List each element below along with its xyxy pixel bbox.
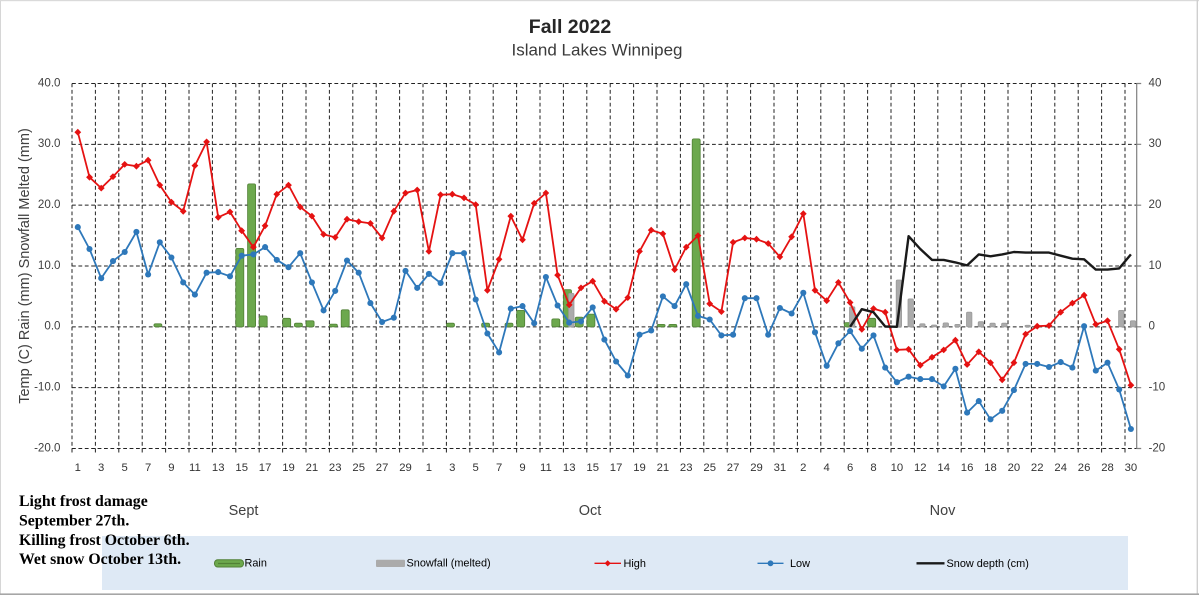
svg-text:10: 10 [891,462,904,474]
svg-text:22: 22 [1031,462,1044,474]
svg-text:Light frost damage: Light frost damage [19,493,148,510]
svg-text:40.0: 40.0 [38,76,61,89]
svg-text:16: 16 [961,462,974,474]
svg-text:1: 1 [426,462,432,474]
svg-text:Sept: Sept [229,503,259,519]
svg-text:21: 21 [306,462,319,474]
svg-text:13: 13 [212,462,225,474]
svg-text:Snow depth (cm): Snow depth (cm) [947,558,1029,570]
svg-text:11: 11 [540,462,552,474]
svg-text:Island Lakes Winnipeg: Island Lakes Winnipeg [511,41,682,60]
svg-text:8: 8 [870,462,876,474]
svg-text:20: 20 [1149,198,1162,211]
svg-text:Snowfall (melted): Snowfall (melted) [407,558,491,570]
svg-text:19: 19 [282,462,295,474]
svg-text:17: 17 [259,462,272,474]
svg-text:15: 15 [586,462,599,474]
svg-text:Wet snow October 13th.: Wet snow October 13th. [19,551,181,568]
svg-text:3: 3 [449,462,455,474]
svg-text:5: 5 [473,462,479,474]
svg-text:-10: -10 [1149,381,1166,394]
svg-text:29: 29 [750,462,763,474]
svg-text:27: 27 [376,462,389,474]
svg-text:1: 1 [75,462,81,474]
svg-text:31: 31 [774,462,787,474]
svg-text:5: 5 [122,462,128,474]
svg-text:7: 7 [496,462,502,474]
svg-text:11: 11 [189,462,201,474]
svg-text:20: 20 [1008,462,1021,474]
svg-text:Fall 2022: Fall 2022 [529,16,612,38]
svg-text:12: 12 [914,462,927,474]
svg-text:28: 28 [1101,462,1114,474]
svg-text:September 27th.: September 27th. [19,512,129,529]
svg-text:2: 2 [800,462,806,474]
svg-text:19: 19 [633,462,646,474]
svg-text:25: 25 [703,462,716,474]
svg-text:4: 4 [824,462,830,474]
svg-text:30: 30 [1149,137,1162,150]
svg-text:23: 23 [329,462,342,474]
svg-text:Rain: Rain [245,558,267,570]
svg-text:15: 15 [235,462,248,474]
svg-text:0.0: 0.0 [44,320,60,333]
svg-text:14: 14 [937,462,950,474]
svg-text:0: 0 [1149,320,1155,333]
svg-text:Nov: Nov [930,503,957,519]
svg-text:40: 40 [1149,76,1162,89]
svg-text:-20: -20 [1149,441,1166,454]
svg-text:30: 30 [1125,462,1138,474]
svg-text:6: 6 [847,462,853,474]
svg-text:18: 18 [984,462,997,474]
svg-text:-20.0: -20.0 [34,441,60,454]
svg-text:10.0: 10.0 [38,259,61,272]
svg-text:Oct: Oct [579,503,602,519]
svg-text:Temp (C) Rain (mm) Snowfall Me: Temp (C) Rain (mm) Snowfall Melted (mm) [17,128,33,404]
svg-text:-10.0: -10.0 [34,381,60,394]
svg-text:High: High [624,558,646,570]
svg-text:20.0: 20.0 [38,198,61,211]
svg-text:13: 13 [563,462,576,474]
svg-text:25: 25 [352,462,365,474]
svg-text:23: 23 [680,462,693,474]
svg-text:10: 10 [1149,259,1162,272]
svg-text:29: 29 [399,462,412,474]
svg-text:26: 26 [1078,462,1091,474]
svg-text:9: 9 [168,462,174,474]
svg-text:30.0: 30.0 [38,137,61,150]
svg-text:9: 9 [519,462,525,474]
svg-text:17: 17 [610,462,623,474]
svg-text:24: 24 [1054,462,1067,474]
svg-text:27: 27 [727,462,740,474]
svg-text:Killing frost October 6th.: Killing frost October 6th. [19,532,190,549]
svg-text:Low: Low [790,558,810,570]
svg-text:3: 3 [98,462,104,474]
svg-text:21: 21 [657,462,670,474]
svg-text:7: 7 [145,462,151,474]
